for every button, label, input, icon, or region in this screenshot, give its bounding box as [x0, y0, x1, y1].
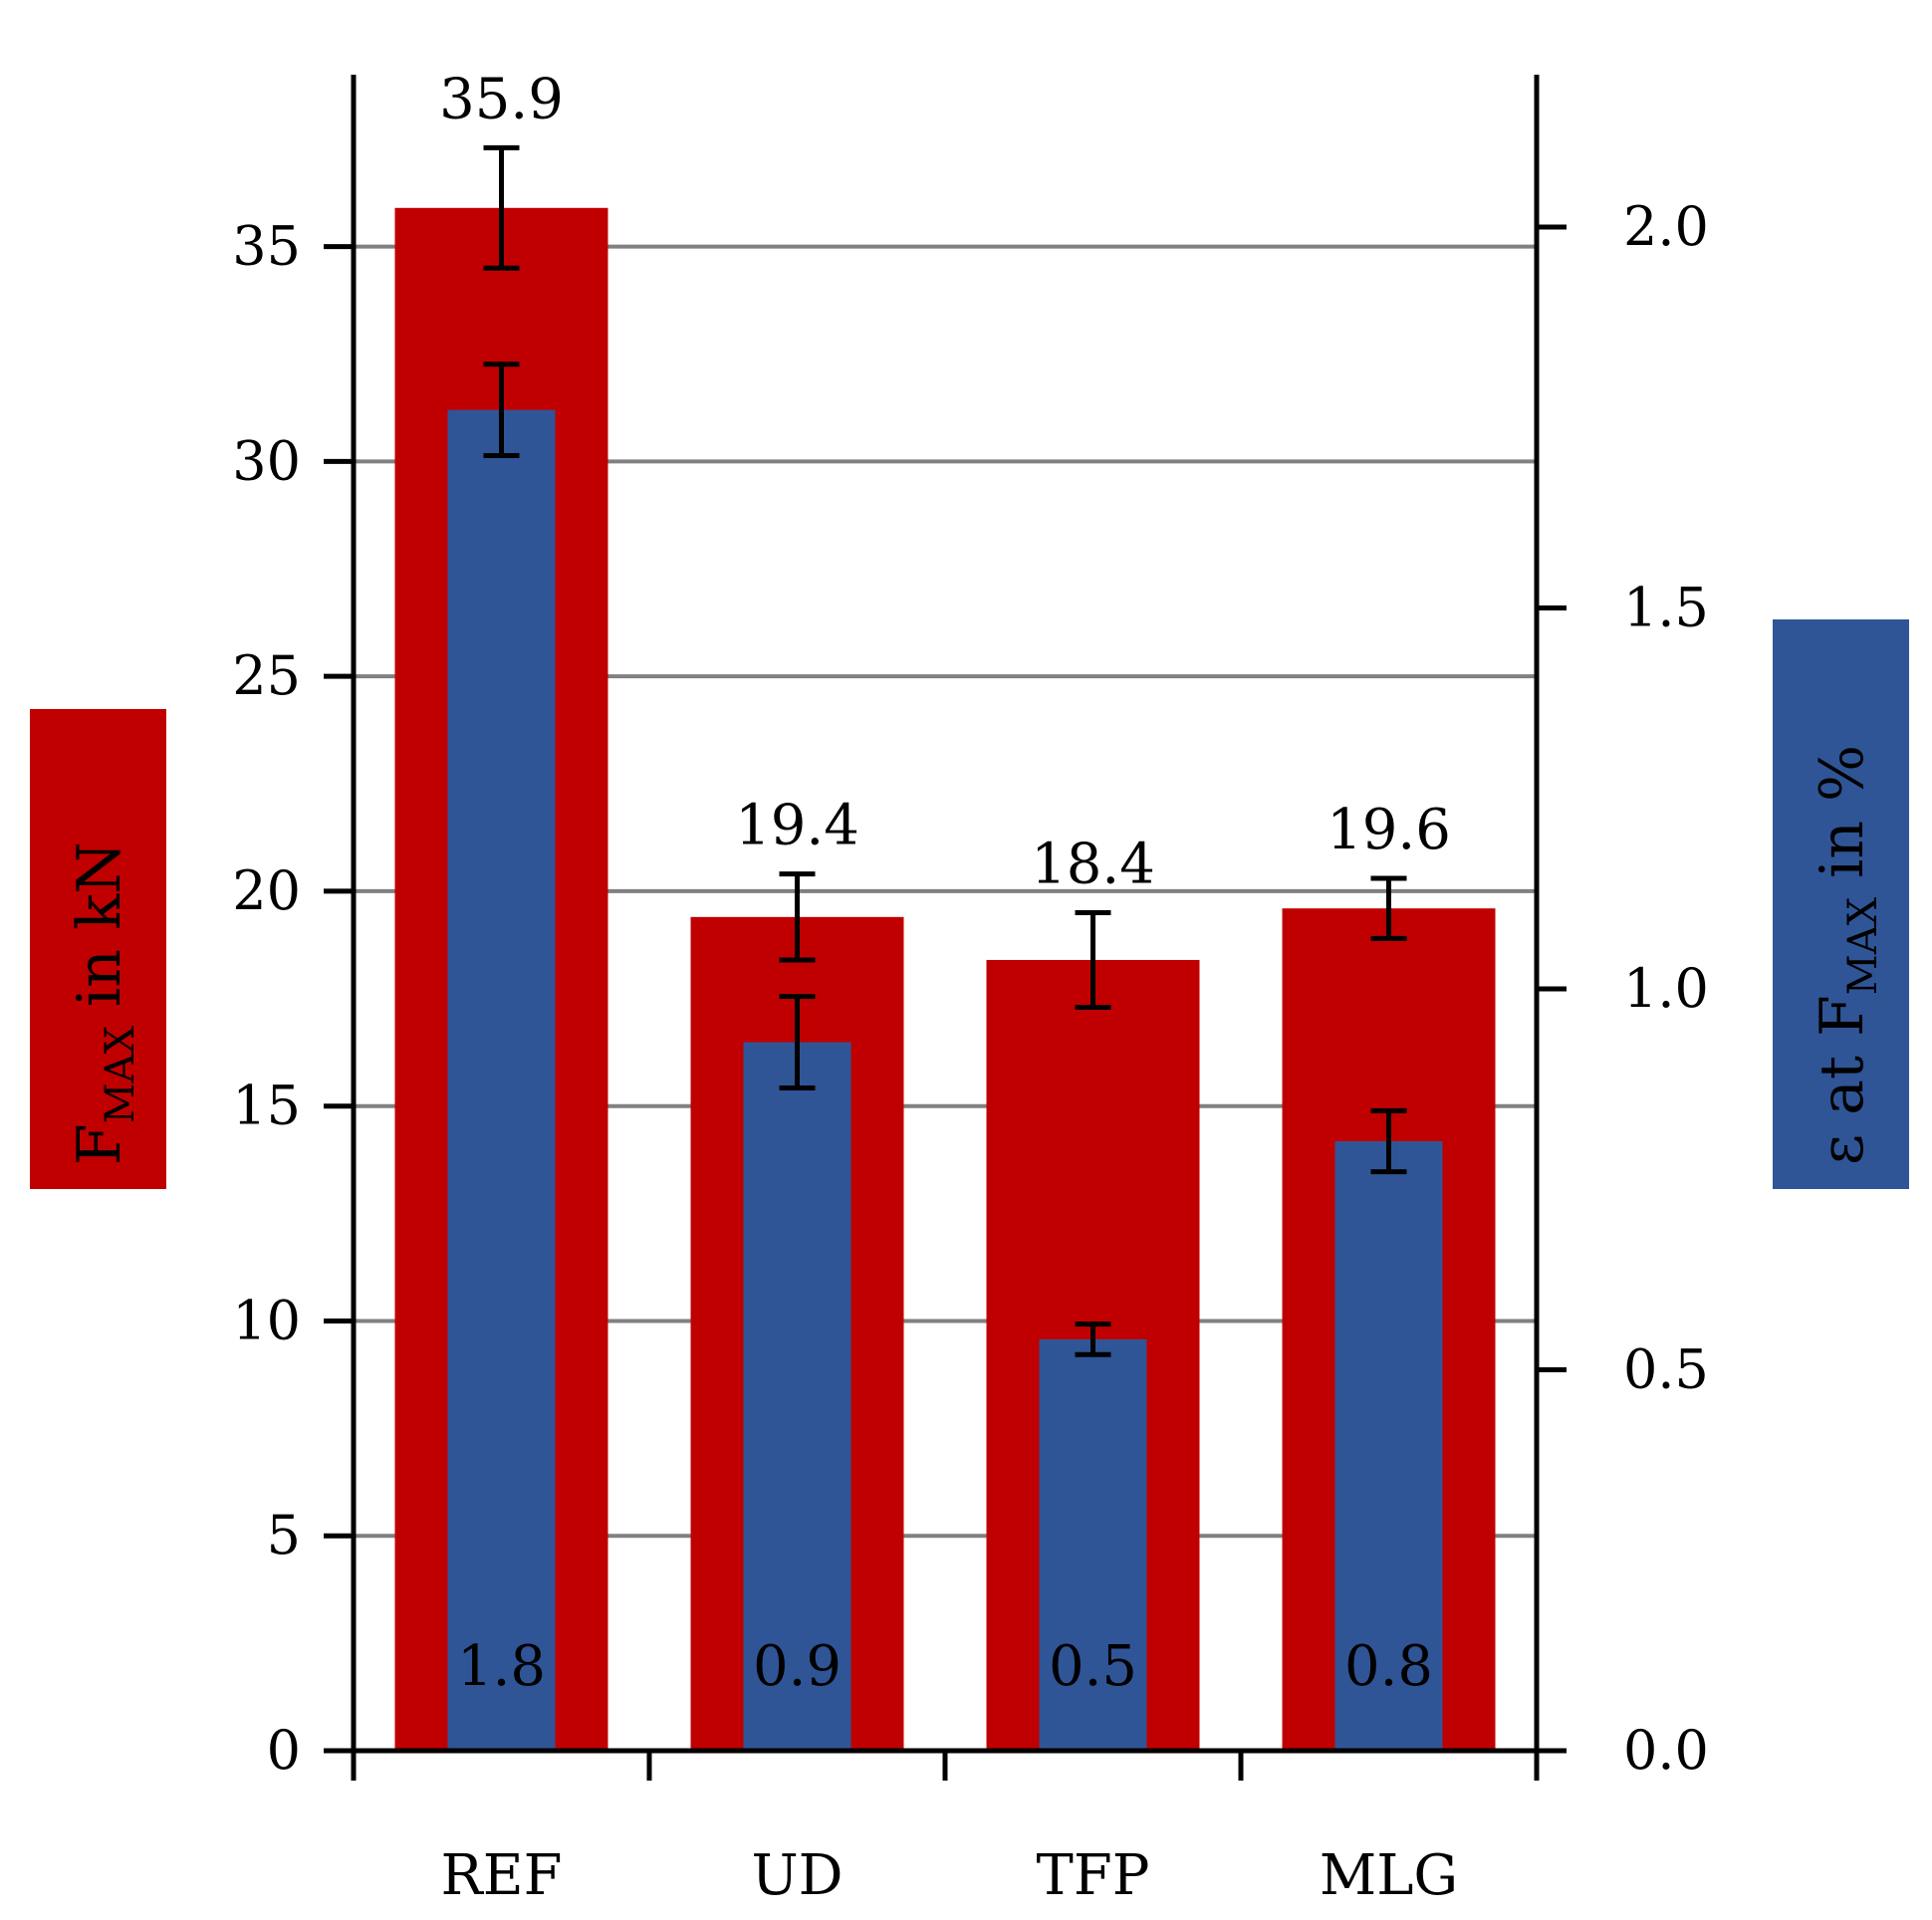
bar-ref-strain [447, 409, 556, 1752]
category-label-ud: UD [751, 1843, 843, 1908]
category-label-tfp: TFP [1037, 1843, 1150, 1908]
right-tick-label: 0.5 [1623, 1338, 1709, 1401]
category-label-ref: REF [441, 1843, 563, 1908]
left-tick-label: 0 [267, 1719, 301, 1782]
value-label-ref-force: 35.9 [439, 67, 564, 131]
value-label-ud-strain: 0.9 [753, 1634, 842, 1699]
axes [324, 75, 1567, 1781]
left-tick-label: 10 [232, 1289, 301, 1351]
right-axis-title: ε at FMAX in % [1808, 745, 1886, 1165]
left-tick-label: 15 [232, 1075, 301, 1137]
value-label-tfp-strain: 0.5 [1049, 1634, 1137, 1699]
bar-mlg-strain [1334, 1141, 1443, 1751]
right-tick-label: 1.0 [1623, 957, 1709, 1020]
value-label-ref-strain: 1.8 [457, 1634, 546, 1699]
right-axis-title-background [1773, 619, 1909, 1189]
bar-tfp-strain [1039, 1338, 1147, 1751]
left-tick-label: 30 [232, 429, 301, 492]
left-tick-label: 20 [232, 859, 301, 922]
error-bars [483, 144, 1407, 1357]
category-label-mlg: MLG [1320, 1843, 1458, 1908]
right-tick-label: 0.0 [1623, 1719, 1709, 1782]
bars [394, 207, 1496, 1752]
value-label-mlg-force: 19.6 [1327, 798, 1451, 862]
bar-ud-strain [743, 1042, 851, 1751]
value-label-tfp-force: 18.4 [1031, 833, 1155, 897]
labels: 35.9 1.8 REF 19.4 0.9 UD 18.4 0.5 TFP 19.6 0.8 MLG 0… [232, 67, 1709, 1908]
left-axis-title-background [30, 709, 166, 1189]
left-tick-label: 35 [232, 215, 301, 278]
left-tick-label: 5 [267, 1504, 301, 1566]
right-tick-label: 2.0 [1623, 195, 1709, 258]
value-label-ud-force: 19.4 [735, 794, 859, 858]
right-tick-label: 1.5 [1623, 577, 1709, 639]
left-axis-title: FMAX in kN [65, 841, 143, 1165]
left-tick-label: 25 [232, 644, 301, 707]
value-label-mlg-strain: 0.8 [1344, 1634, 1433, 1699]
